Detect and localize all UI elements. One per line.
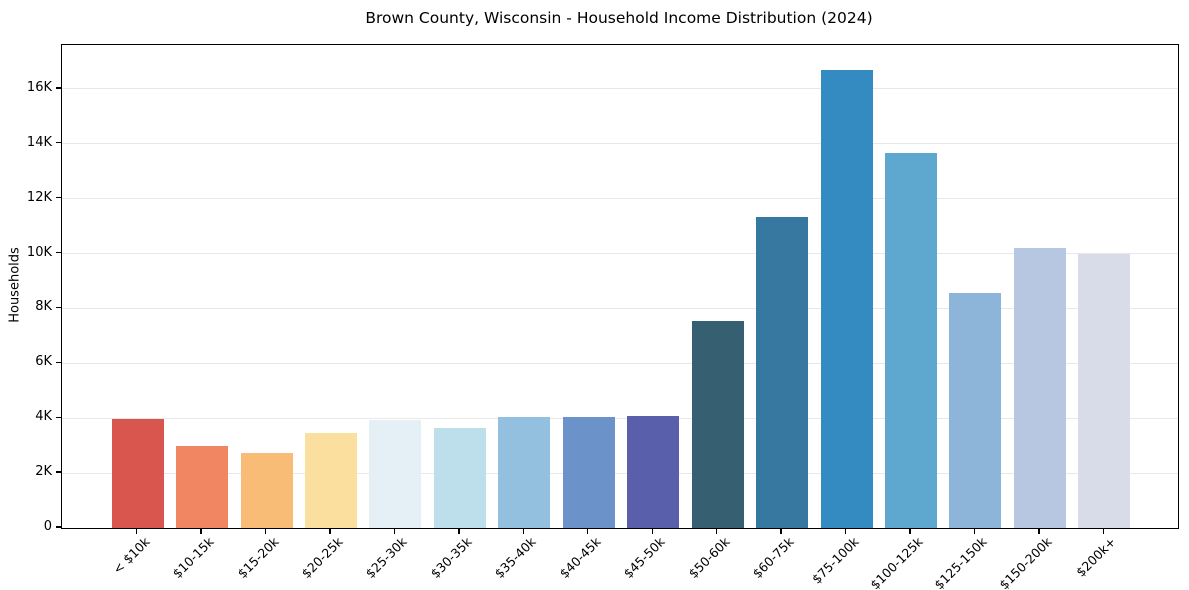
x-tick-mark [458,528,460,534]
gridline [62,143,1178,145]
bar-$125-150k [949,293,1002,528]
bar-$20-25k [305,433,358,528]
gridline [62,362,1178,364]
y-tick-label: 8K [35,299,52,315]
x-tick-mark [973,528,976,534]
x-tick-mark [136,528,138,534]
x-tick-mark [716,528,718,534]
x-tick-mark [200,528,202,534]
bar-$15-20k [240,453,293,528]
gridline [62,307,1178,309]
gridline [62,88,1178,90]
y-tick-label: 14K [26,134,52,150]
x-tick-label: < $10k [109,534,153,577]
x-tick-mark [844,528,847,534]
bar-$30-35k [433,428,486,528]
y-tick-label: 12K [26,189,52,205]
x-tick-mark [1038,528,1040,534]
y-tick-mark [56,471,61,473]
y-tick-mark [56,526,61,528]
bar-$40-45k [562,416,615,528]
x-tick-mark [587,528,589,534]
y-tick-mark [56,197,61,199]
y-tick-mark [56,416,61,418]
y-tick-mark [56,142,61,144]
x-tick-mark [393,528,396,534]
y-tick-label: 16K [26,79,52,95]
y-tick-label: 4K [35,409,52,425]
x-tick-mark [1102,528,1104,534]
plot-area [61,44,1179,529]
gridline [62,198,1178,200]
y-tick-label: 6K [35,354,52,370]
x-tick-mark [651,528,653,534]
y-tick-label: 2K [35,464,52,480]
y-tick-mark [56,251,61,254]
bar-$50-60k [691,320,744,528]
bar-$45-50k [627,416,680,528]
bar-$60-75k [756,216,809,528]
x-tick-mark [329,528,331,534]
bar-$10-15k [176,445,229,528]
gridline [62,253,1178,255]
bar-$200k+ [1078,253,1131,528]
bar-$25-30k [369,419,422,528]
y-tick-mark [56,361,61,363]
x-tick-mark [264,528,267,534]
bar-< $10k [111,418,164,528]
x-tick-mark [522,528,524,534]
y-tick-label: 0 [43,519,52,534]
gridline [62,417,1178,419]
bar-$100-125k [884,153,937,528]
x-tick-mark [909,528,911,534]
bar-$150-200k [1013,248,1066,528]
bar-$35-40k [498,416,551,528]
gridline [62,472,1178,474]
chart-title: Brown County, Wisconsin - Household Inco… [365,9,873,27]
bar-$75-100k [820,69,873,528]
y-tick-label: 10K [26,244,52,260]
x-tick-mark [780,528,782,534]
y-tick-mark [56,306,61,309]
y-tick-mark [56,87,61,89]
